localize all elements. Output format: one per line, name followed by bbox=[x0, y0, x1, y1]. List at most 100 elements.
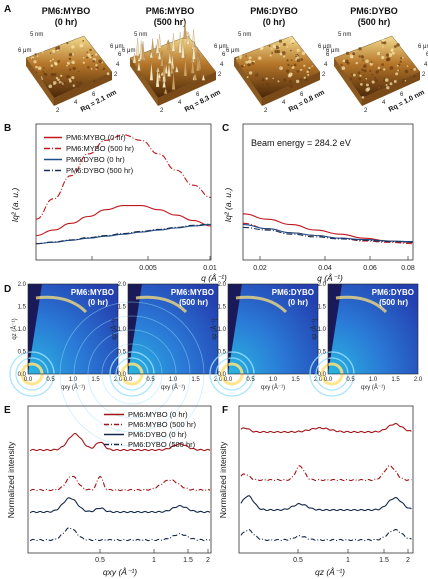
afm-grain bbox=[362, 59, 364, 62]
afm-grain bbox=[68, 79, 72, 83]
afm-grain bbox=[37, 66, 42, 71]
afm-tick: 4 bbox=[282, 100, 286, 106]
y-axis-label: Iq² (a. u.) bbox=[10, 188, 20, 223]
chart-f-series bbox=[240, 422, 412, 553]
afm-grain bbox=[358, 77, 362, 81]
afm-grain bbox=[389, 82, 393, 86]
legend-label: PM6:DYBO (500 hr) bbox=[128, 440, 196, 449]
afm-grain bbox=[48, 84, 53, 89]
afm-grain bbox=[359, 74, 362, 77]
afm-grain bbox=[66, 64, 68, 67]
x-tick-label: 0.0 bbox=[224, 377, 233, 383]
afm-grain bbox=[286, 46, 289, 48]
afm-grain bbox=[51, 67, 53, 70]
x-tick-label: 2.0 bbox=[314, 377, 323, 383]
afm-grain bbox=[71, 45, 75, 49]
afm-grain bbox=[349, 77, 353, 81]
afm-grain bbox=[378, 85, 382, 90]
beam-energy-annotation: Beam energy = 284.2 eV bbox=[251, 138, 351, 148]
afm-grain bbox=[307, 73, 310, 76]
giwaxs-map: PM6:DYBO(0 hr)0.0 0.5 1.0 1.5 2.00.00.51.01.… bbox=[209, 282, 323, 397]
afm-tick: 4 bbox=[382, 100, 386, 106]
afm-grain bbox=[365, 59, 369, 63]
series-line bbox=[240, 528, 412, 542]
afm-grain bbox=[86, 51, 88, 53]
afm-grain bbox=[379, 68, 382, 71]
x-tick-label: 2 bbox=[206, 557, 210, 564]
afm-title-line1: PM6:DYBO bbox=[250, 6, 298, 16]
afm-grain bbox=[397, 69, 400, 72]
afm-grain bbox=[296, 69, 300, 73]
legend-label: PM6:MYBO (0 hr) bbox=[128, 410, 188, 419]
giwaxs-title: PM6:MYBO bbox=[171, 288, 214, 297]
afm-grain bbox=[277, 86, 280, 89]
legend: PM6:MYBO (0 hr)PM6:MYBO (500 hr)PM6:DYBO… bbox=[104, 410, 196, 449]
plot-frame bbox=[242, 123, 414, 261]
afm-grain bbox=[89, 56, 92, 59]
afm-grain bbox=[382, 79, 385, 82]
afm-grain bbox=[386, 57, 391, 61]
afm-grain bbox=[52, 58, 54, 61]
afm-tick: 2 bbox=[264, 108, 268, 114]
afm-grain bbox=[370, 61, 373, 64]
x-tick-label: 0.5 bbox=[346, 377, 355, 383]
afm-grain bbox=[390, 49, 393, 52]
afm-grain bbox=[308, 69, 310, 71]
x-axis-label: qxy (Å⁻¹) bbox=[361, 384, 385, 391]
afm-grain bbox=[86, 56, 89, 59]
afm-grain bbox=[245, 60, 249, 64]
x-axis-label-b: q (Å⁻¹) bbox=[201, 273, 227, 283]
afm-grain bbox=[363, 64, 367, 69]
afm-grain bbox=[361, 96, 365, 99]
afm-tick: 2 bbox=[322, 72, 326, 78]
x-tick-label: 1.0 bbox=[269, 377, 278, 383]
afm-grain bbox=[248, 56, 252, 60]
afm-side-wall bbox=[234, 58, 262, 106]
afm-grain bbox=[92, 59, 96, 63]
afm-grain bbox=[308, 66, 311, 70]
afm-grain bbox=[60, 74, 63, 77]
afm-tick: 4 bbox=[116, 62, 120, 68]
afm-grain bbox=[402, 78, 406, 83]
afm-spike bbox=[167, 40, 171, 50]
afm-grain bbox=[283, 43, 286, 46]
afm-spike bbox=[155, 66, 160, 88]
afm-grain bbox=[240, 64, 244, 68]
afm-grain bbox=[303, 64, 306, 67]
giwaxs-frame bbox=[327, 283, 419, 375]
afm-grain bbox=[300, 58, 304, 61]
afm-spike bbox=[191, 56, 195, 74]
afm-grain bbox=[346, 59, 349, 62]
afm-spike bbox=[157, 34, 162, 49]
afm-grain bbox=[95, 64, 98, 67]
giwaxs-title: (0 hr) bbox=[288, 298, 308, 307]
afm-tick: 6 bbox=[300, 92, 304, 98]
y-tick-label: 0.0 bbox=[318, 372, 327, 378]
y-axis-label: qz (Å⁻¹) bbox=[111, 318, 118, 339]
chart-c: Beam energy = 284.2 eV 0.02 0.04 0.06 0.… bbox=[223, 123, 415, 283]
x-tick-label: 0.06 bbox=[363, 265, 377, 272]
afm-grain bbox=[383, 41, 387, 45]
afm-grain bbox=[68, 57, 72, 61]
series-line bbox=[29, 497, 211, 514]
afm-grain bbox=[270, 48, 273, 51]
afm-grain bbox=[72, 66, 76, 71]
y-axis-label: Iq² (a. u.) bbox=[223, 188, 233, 223]
afm-grain bbox=[406, 65, 409, 67]
afm-grain bbox=[71, 60, 75, 65]
afm-spike bbox=[135, 37, 140, 56]
afm-title-line2: (0 hr) bbox=[263, 17, 286, 27]
x-tick-label: 2.0 bbox=[114, 377, 123, 383]
x-tick-label: 1.5 bbox=[391, 377, 400, 383]
series-line bbox=[240, 422, 412, 434]
afm-grain bbox=[275, 89, 278, 92]
afm-grain bbox=[54, 62, 58, 66]
giwaxs-map: PM6:MYBO(500 hr)0.0 0.5 1.0 1.5 2.00.00.51.0… bbox=[59, 282, 223, 447]
afm-grain bbox=[395, 72, 399, 76]
plot-frame bbox=[238, 405, 414, 554]
afm-tick: 6 bbox=[92, 92, 96, 98]
afm-spike bbox=[155, 38, 160, 54]
y-axis-label: Normalized intensity bbox=[6, 441, 16, 518]
afm-tick: 6 bbox=[426, 52, 428, 58]
afm-grain bbox=[82, 61, 86, 64]
